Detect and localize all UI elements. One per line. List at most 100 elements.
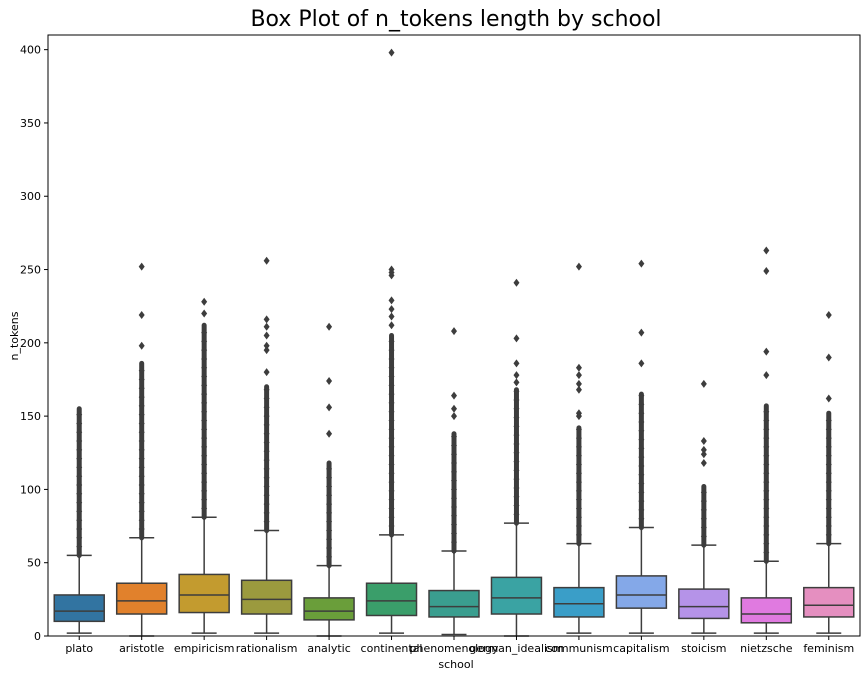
outlier-point [513,405,520,413]
outlier-point [451,477,457,485]
outlier-point [575,540,582,548]
outlier-point [76,525,83,533]
outlier-point [451,512,457,520]
outlier-point [451,494,457,502]
outlier-point [638,480,645,488]
y-tick-label: 350 [20,117,41,130]
outlier-point [513,458,520,466]
outlier-point [201,469,208,477]
box-iqr [240,579,293,615]
box-group-communism [553,262,605,634]
outlier-point [201,434,208,442]
outlier-point [825,353,832,362]
outlier-point [263,474,270,482]
outlier-point [201,297,208,306]
box-iqr [553,586,605,618]
outlier-point [201,390,208,398]
outlier-point [638,444,645,452]
outlier-point [700,541,707,549]
outlier-point [326,535,333,543]
outlier-point [201,408,208,416]
outlier-point [388,296,395,305]
x-tick-label: feminism [803,642,854,655]
outlier-point [76,543,83,551]
outlier-point [263,482,270,490]
outlier-point [388,408,395,416]
outlier-point [700,379,707,388]
outlier-point [138,472,145,480]
outlier-point [638,488,645,496]
outlier-point [263,456,270,464]
outlier-point [638,409,645,417]
outlier-point [76,507,83,515]
y-tick-label: 100 [20,483,41,496]
outlier-point [388,513,395,521]
outlier-point [575,371,582,380]
outlier-point [388,346,395,354]
box-group-continental [365,48,418,634]
outlier-point [263,331,270,340]
outlier-point [513,493,520,501]
box-group-aristotle [115,262,168,637]
outlier-point [138,310,145,319]
outlier-point [763,452,770,460]
box-iqr [490,576,543,615]
outlier-point [825,478,832,486]
box-group-feminism [803,310,855,634]
outlier-point [575,262,582,271]
outlier-point [76,534,83,542]
outlier-point [513,440,520,448]
x-axis-label: school [438,658,473,671]
outlier-point [263,403,270,411]
box-group-german_idealism [490,278,543,637]
outlier-point [76,516,83,524]
outlier-point [388,48,395,57]
outlier-point [388,496,395,504]
outlier-point [638,506,645,514]
outlier-point [575,513,582,521]
outlier-point [700,437,707,446]
outlier-point [138,455,145,463]
outlier-point [138,463,145,471]
outlier-point [263,518,270,526]
outlier-point [201,381,208,389]
outlier-point [388,469,395,477]
outlier-point [76,419,83,427]
outlier-point [700,532,707,540]
outlier-point [825,540,832,548]
outlier-point [201,329,208,337]
outlier-point [263,395,270,403]
outlier-point [201,346,208,354]
outlier-point [638,471,645,479]
outlier-point [201,309,208,318]
outlier-point [76,437,83,445]
outlier-point [388,373,395,381]
outlier-point [201,496,208,504]
outlier-point [451,538,457,546]
outlier-point [700,445,707,454]
outlier-point [263,447,270,455]
outlier-point [76,446,83,454]
outlier-point [825,504,832,512]
outlier-point [263,386,270,394]
outlier-point [138,367,145,375]
outlier-point [513,414,520,422]
outlier-point [575,379,582,388]
outlier-point [451,459,457,467]
y-tick-label: 400 [20,44,41,57]
outlier-point [201,443,208,451]
outlier-point [138,375,145,383]
outlier-point [326,500,333,508]
outlier-point [388,425,395,433]
outlier-point [138,507,145,515]
outlier-point [263,526,270,534]
outlier-point [388,504,395,512]
outlier-point [513,475,520,483]
box-group-empiricism [178,297,230,634]
outlier-point [263,256,270,265]
outlier-point [201,373,208,381]
outlier-point [513,334,520,343]
outlier-point [513,278,520,287]
outlier-point [763,478,770,486]
outlier-point [575,385,582,394]
